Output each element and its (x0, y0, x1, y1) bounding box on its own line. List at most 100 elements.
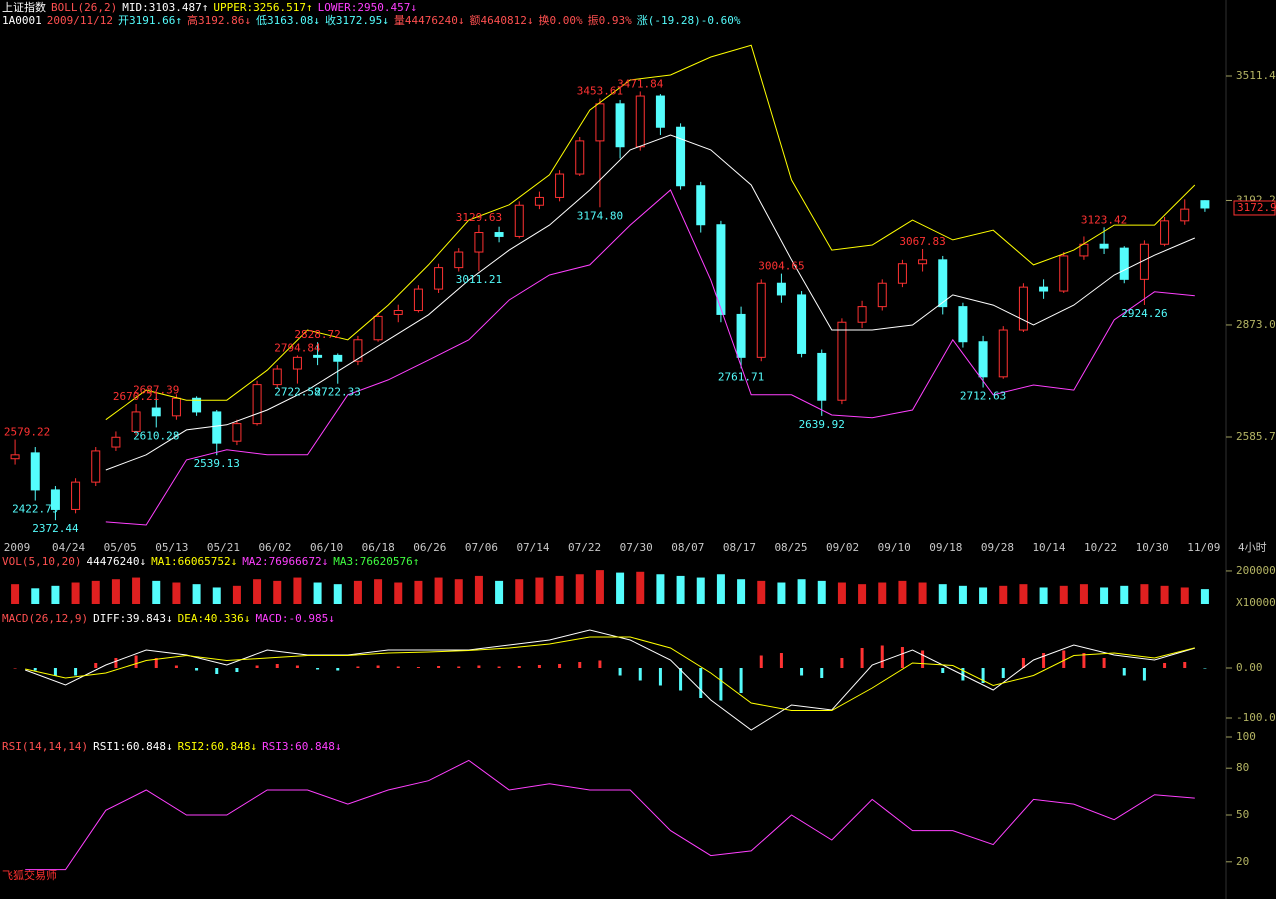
macd-bar (699, 668, 703, 698)
legend-item: BOLL(26,2) (51, 1, 117, 14)
volume-bar (474, 575, 483, 604)
volume-bar (837, 582, 846, 604)
macd-bar (195, 668, 199, 671)
macd-bar (679, 668, 683, 691)
volume-bar (1039, 587, 1048, 604)
volume-bar (918, 582, 927, 604)
price-label: 3004.65 (758, 260, 804, 273)
volume-bar (374, 579, 383, 604)
volume-bar (353, 580, 362, 604)
legend-item: MA2:76966672↓ (242, 555, 328, 568)
candle-body (877, 282, 887, 308)
price-label: 3471.84 (617, 77, 664, 90)
macd-bar (1183, 662, 1187, 668)
candle-body (494, 232, 504, 237)
y-tick-label: 3511.4 (1236, 69, 1276, 82)
legend-item: RSI2:60.848↓ (178, 740, 257, 753)
y-unit: X10000 (1236, 596, 1276, 609)
macd-bar (598, 660, 602, 668)
price-label: 2422.79 (12, 503, 58, 516)
volume-bar (999, 585, 1008, 604)
volume-bar (273, 580, 282, 604)
x-tick-label: 10/14 (1032, 541, 1065, 554)
volume-bar (434, 577, 443, 604)
macd-bar (638, 668, 642, 681)
volume-bar (414, 580, 423, 604)
candle-body (313, 354, 323, 358)
candle-body (71, 481, 81, 510)
volume-bar (515, 579, 524, 604)
volume-bar (757, 580, 766, 604)
volume-bar (1200, 589, 1209, 604)
macd-bar (94, 663, 98, 668)
x-tick-label: 09/18 (929, 541, 962, 554)
indicator-line (105, 189, 1195, 526)
indicator-line (25, 629, 1195, 731)
macd-bar (840, 658, 844, 668)
macd-bar (558, 664, 562, 668)
legend-item: 涨(-19.28)-0.60% (637, 14, 741, 27)
macd-bar (53, 668, 57, 676)
candle-body (413, 288, 423, 312)
price-label: 2539.13 (194, 457, 240, 470)
candle-body (434, 267, 444, 290)
macd-bar (578, 662, 582, 668)
macd-bar (759, 655, 763, 668)
x-tick-label: 09/10 (878, 541, 911, 554)
legend-item: 振0.93% (588, 13, 632, 27)
macd-bar (900, 647, 904, 668)
volume-bar (11, 584, 20, 604)
macd-bar (1021, 658, 1025, 668)
x-tick-label: 07/30 (620, 541, 653, 554)
x-tick-label: 11/09 (1187, 541, 1220, 554)
x-tick-label: 05/05 (104, 541, 137, 554)
candle-body (776, 282, 786, 296)
x-tick-label: 2009 (4, 541, 31, 554)
legend-item: UPPER:3256.517↑ (213, 1, 312, 14)
legend-item: MACD:-0.985↓ (255, 612, 334, 625)
macd-bar (1203, 668, 1207, 669)
volume-bar (1079, 584, 1088, 604)
volume-bar (152, 580, 161, 604)
volume-bar (616, 572, 625, 604)
volume-bar (192, 584, 201, 604)
volume-bar (495, 580, 504, 604)
candle-body (151, 407, 161, 417)
candle-body (30, 452, 40, 491)
macd-bar (13, 668, 17, 669)
volume-bar (253, 579, 262, 604)
price-label: 2828.72 (294, 328, 340, 341)
legend-item: 上证指数 (2, 0, 46, 14)
x-unit: 4小时 (1238, 541, 1267, 554)
macd-bar (477, 665, 481, 668)
macd-bar (1042, 653, 1046, 668)
volume-bar (293, 577, 302, 604)
volume-bar (938, 584, 947, 604)
candle-body (131, 411, 141, 432)
volume-bar (1140, 584, 1149, 604)
candle-body (10, 454, 20, 460)
macd-bar (921, 650, 925, 668)
indicator-line (25, 636, 1195, 711)
volume-bar (958, 585, 967, 604)
candle-body (918, 259, 928, 265)
candle-body (192, 397, 202, 413)
legend-item: LOWER:2950.457↓ (318, 1, 417, 14)
legend-item: DIFF:39.843↓ (93, 612, 172, 625)
macd-bar (416, 667, 420, 668)
macd-bar (336, 668, 340, 671)
x-tick-label: 06/02 (258, 541, 291, 554)
legend-item: VOL(5,10,20) (2, 555, 81, 568)
price-label: 2924.26 (1121, 307, 1167, 320)
volume-bar (1120, 585, 1129, 604)
price-label: 2639.92 (799, 418, 845, 431)
volume-bar (898, 580, 907, 604)
volume-bar (797, 579, 806, 604)
candle-body (857, 306, 867, 323)
candle-body (756, 282, 766, 358)
volume-bar (313, 582, 322, 604)
volume-bar (777, 582, 786, 604)
macd-bar (235, 668, 239, 672)
volume-bar (454, 579, 463, 604)
